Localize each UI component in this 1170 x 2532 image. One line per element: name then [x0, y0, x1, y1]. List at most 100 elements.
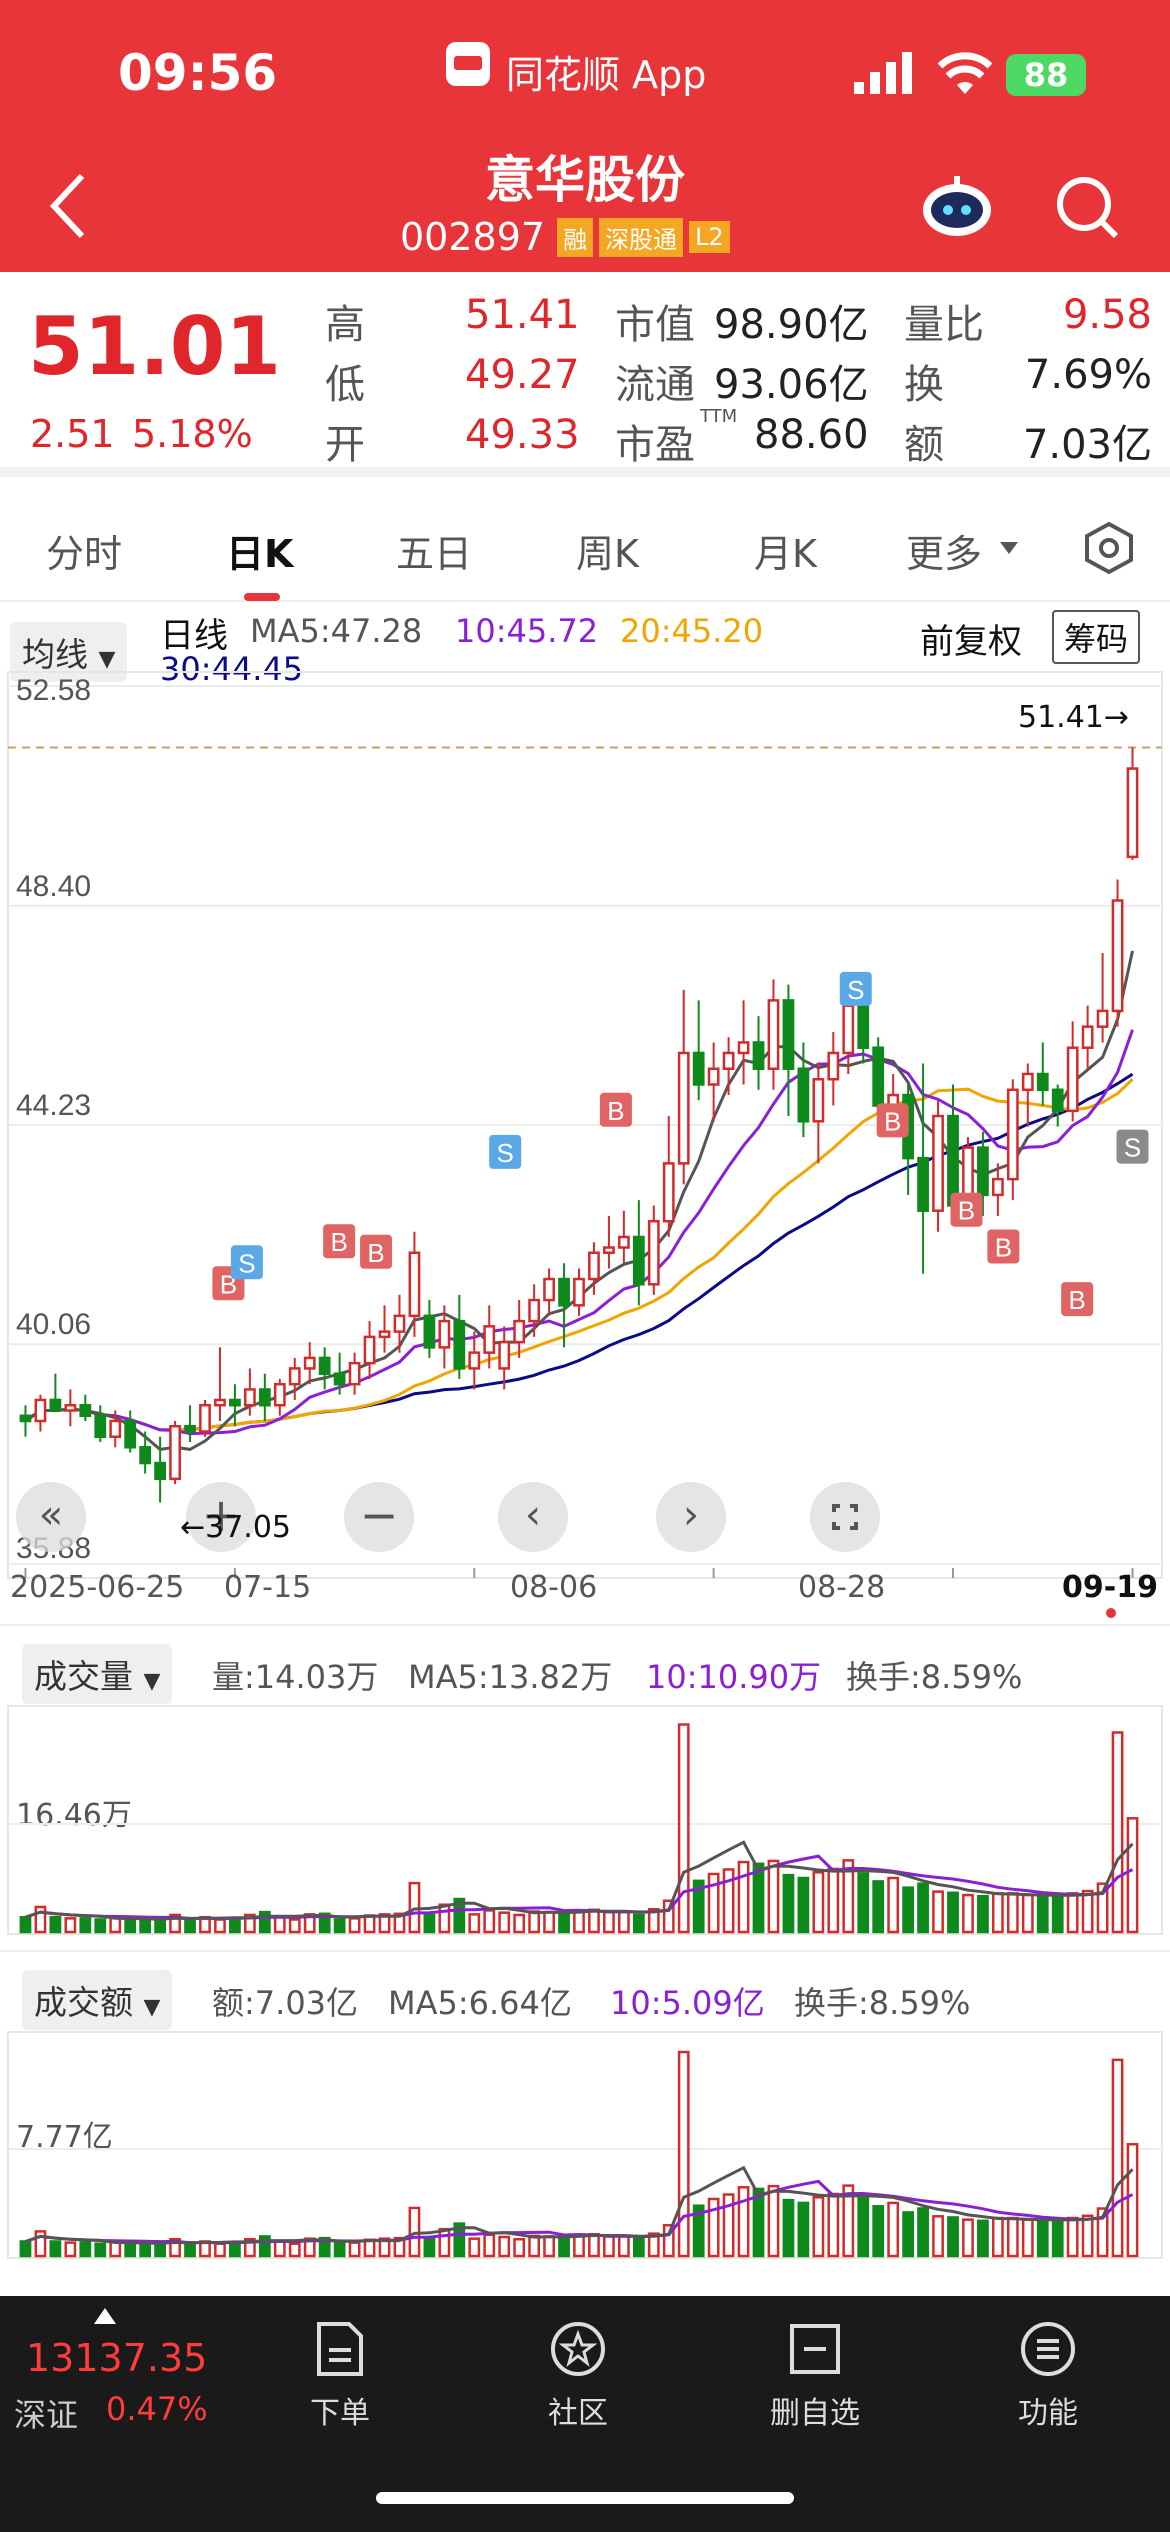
value-volratio: 9.58	[1062, 292, 1152, 338]
volume-bar	[348, 1917, 361, 1934]
back-button[interactable]	[44, 170, 94, 240]
amount-bar	[737, 2186, 750, 2258]
amount-bar	[692, 2204, 705, 2258]
amount-bar	[558, 2234, 570, 2258]
amount-bar	[453, 2222, 466, 2258]
volume-selector[interactable]: 成交量 ▼	[22, 1644, 173, 1704]
volume-bar	[827, 1867, 840, 1934]
kline-y-tick: 44.23	[16, 1089, 91, 1122]
amount-bar	[288, 2242, 301, 2258]
candle-body	[588, 1251, 600, 1281]
volume-bar	[588, 1908, 600, 1934]
battery-level: 88	[1023, 56, 1069, 94]
volume-bar	[423, 1913, 436, 1934]
candle-body	[94, 1414, 107, 1439]
amount-selector[interactable]: 成交额 ▼	[22, 1970, 173, 2030]
label-turnover: 换	[904, 362, 944, 408]
zoom-in-button[interactable]: +	[186, 1482, 256, 1552]
tag-l2: L2	[689, 221, 730, 253]
volume-bar	[453, 1897, 466, 1934]
candle-body	[184, 1425, 196, 1433]
tab-fenshi[interactable]: 分时	[46, 532, 123, 576]
volume-bar	[288, 1918, 301, 1934]
volume-bar	[64, 1917, 77, 1934]
candle-body	[154, 1461, 167, 1481]
trade-marker-label: S	[497, 1138, 514, 1168]
remove-watchlist-label: 删自选	[770, 2396, 860, 2431]
tab-month-k[interactable]: 月K	[754, 532, 817, 576]
volume-selector-label: 成交量	[34, 1657, 133, 1696]
volume-bar	[797, 1876, 810, 1934]
candle-body	[722, 1051, 735, 1070]
tab-five-day[interactable]: 五日	[396, 532, 473, 576]
value-mktcap: 98.90亿	[714, 302, 869, 348]
volume-bar	[169, 1913, 181, 1934]
fullscreen-button[interactable]	[810, 1482, 880, 1552]
next-button[interactable]: ›	[656, 1482, 726, 1552]
volume-bar	[34, 1905, 47, 1934]
volume-bar	[258, 1910, 271, 1934]
home-indicator	[376, 2492, 794, 2504]
amount-ma5-line	[25, 2165, 1134, 2245]
label-low: 低	[325, 362, 365, 408]
label-amount: 额	[904, 422, 944, 468]
amount-bar	[932, 2215, 944, 2258]
ma30-value: 30:44.45	[160, 650, 304, 688]
search-icon[interactable]	[1054, 174, 1120, 240]
amount-bar	[34, 2230, 47, 2258]
chip-button[interactable]: 筹码	[1052, 610, 1141, 664]
scroll-left-fast-button[interactable]: «	[16, 1482, 86, 1552]
amount-bar	[872, 2205, 885, 2258]
zoom-out-button[interactable]: −	[344, 1482, 414, 1552]
label-pe-ttm: TTM	[700, 406, 738, 427]
amount-bar	[498, 2235, 511, 2258]
candle-body	[603, 1246, 615, 1255]
ma10-line	[24, 1029, 1134, 1436]
volume-ma5-line	[25, 1840, 1134, 1921]
volume-bar	[49, 1915, 62, 1934]
volume-bar	[857, 1872, 870, 1934]
amount-bar	[947, 2216, 959, 2258]
settings-hexagon-icon[interactable]	[1082, 521, 1136, 575]
app-header: 09:56 同花顺 App 88 意华股份 002897 融 深股通 L2	[0, 0, 1170, 272]
value-low: 49.27	[465, 352, 580, 398]
community-button[interactable]: 社区	[538, 2320, 618, 2432]
function-button[interactable]: 功能	[1008, 2320, 1088, 2432]
candle-body	[573, 1277, 585, 1307]
candle-body	[872, 1046, 885, 1107]
adjust-fq-button[interactable]: 前复权	[920, 622, 1022, 662]
order-button[interactable]: 下单	[300, 2320, 380, 2432]
volume-frame	[7, 1705, 1163, 1935]
candle-body	[408, 1251, 421, 1318]
stock-code-row: 002897 融 深股通 L2	[400, 214, 730, 260]
volume-bar	[483, 1909, 496, 1934]
amount-ma5: MA5:6.64亿	[388, 1984, 572, 2022]
price-change-pct: 5.18%	[132, 412, 253, 456]
amount-bar	[647, 2232, 660, 2258]
period-tabs: 分时 日K 五日 周K 月K 更多	[0, 487, 1170, 602]
stock-name: 意华股份	[485, 151, 685, 209]
remove-watchlist-button[interactable]: 删自选	[760, 2320, 870, 2432]
volume-bar	[932, 1890, 944, 1934]
tab-week-k[interactable]: 周K	[576, 532, 639, 576]
amount-bar	[707, 2197, 720, 2258]
volume-bar	[1096, 1882, 1109, 1934]
amount-bar	[468, 2237, 481, 2258]
amount-bar	[258, 2235, 271, 2258]
tab-more[interactable]: 更多	[906, 532, 983, 576]
amount-bar	[677, 2050, 690, 2258]
ma5-value: MA5:47.28	[250, 612, 423, 650]
prev-button[interactable]: ‹	[498, 1482, 568, 1552]
index-name: 深证	[14, 2396, 79, 2434]
tab-day-k[interactable]: 日K	[226, 532, 294, 576]
volume-bar	[1021, 1893, 1034, 1934]
robot-icon[interactable]	[920, 172, 994, 238]
candle-body	[782, 999, 795, 1070]
amount-bar	[79, 2241, 92, 2258]
candle-body	[1036, 1072, 1049, 1092]
bottom-toolbar: 13137.35 深证 0.47% 下单 社区 删自选 功能	[0, 2296, 1170, 2532]
chevron-down-icon: ▼	[98, 647, 116, 672]
ma20-value: 20:45.20	[620, 612, 764, 650]
amount-bar	[617, 2235, 630, 2258]
index-value[interactable]: 13137.35	[26, 2336, 208, 2380]
